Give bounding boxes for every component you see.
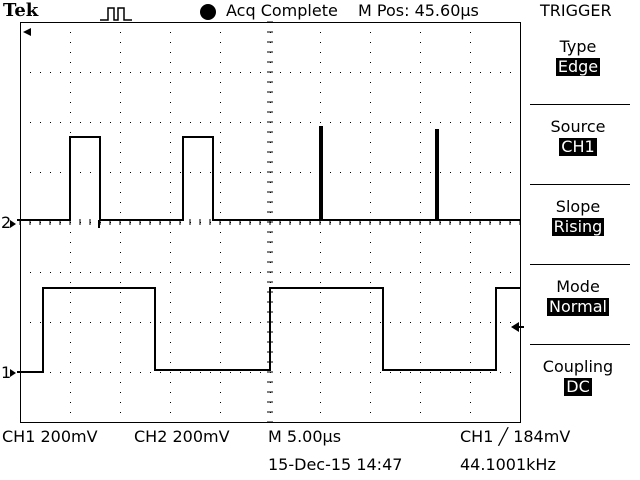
menu-item-type[interactable]: Type Edge — [530, 24, 626, 102]
horizontal-position: M Pos: 45.60µs — [358, 1, 479, 20]
menu-item-value: DC — [564, 377, 592, 396]
trigger-frequency: 44.1001kHz — [460, 455, 556, 474]
ch2-ground-arrow-icon — [10, 220, 16, 228]
menu-item-mode[interactable]: Mode Normal — [530, 264, 626, 342]
menu-item-label: Source — [550, 117, 606, 136]
menu-item-source[interactable]: Source CH1 — [530, 104, 626, 182]
ch1-ground-arrow-icon — [10, 369, 16, 377]
ch1-scale: CH1 200mV — [2, 427, 98, 446]
date-time: 15-Dec-15 14:47 — [268, 455, 403, 474]
acquisition-status: Acq Complete — [226, 1, 338, 20]
filled-circle-icon — [200, 4, 216, 20]
ch2-trace — [17, 126, 520, 221]
menu-divider — [530, 104, 630, 105]
menu-item-label: Type — [559, 37, 597, 56]
waveform-traces — [17, 126, 520, 373]
brand-logo: Tek — [3, 0, 39, 21]
menu-item-label: Coupling — [542, 357, 614, 376]
menu-item-slope[interactable]: Slope Rising — [530, 184, 626, 262]
menu-item-value: CH1 — [559, 137, 597, 156]
ch2-scale: CH2 200mV — [134, 427, 230, 446]
menu-divider — [530, 344, 630, 345]
menu-item-value: Rising — [551, 217, 605, 236]
menu-item-value: Edge — [555, 57, 601, 76]
trigger-position-arrow-icon — [23, 28, 31, 36]
menu-divider — [530, 264, 630, 265]
trigger-readout: CH1 ╱ 184mV — [460, 427, 571, 446]
trigger-level-arrow-icon — [511, 322, 519, 332]
ch1-trace — [17, 287, 520, 373]
menu-divider — [530, 184, 630, 185]
timebase: M 5.00µs — [268, 427, 342, 446]
menu-item-label: Mode — [556, 277, 600, 296]
pulse-trigger-icon — [100, 7, 132, 21]
ch2-marker: 2 — [1, 213, 12, 232]
ch1-marker: 1 — [1, 363, 12, 382]
menu-item-label: Slope — [555, 197, 601, 216]
menu-item-value: Normal — [547, 297, 609, 316]
menu-item-coupling[interactable]: Coupling DC — [530, 344, 626, 422]
menu-title: TRIGGER — [540, 1, 612, 20]
